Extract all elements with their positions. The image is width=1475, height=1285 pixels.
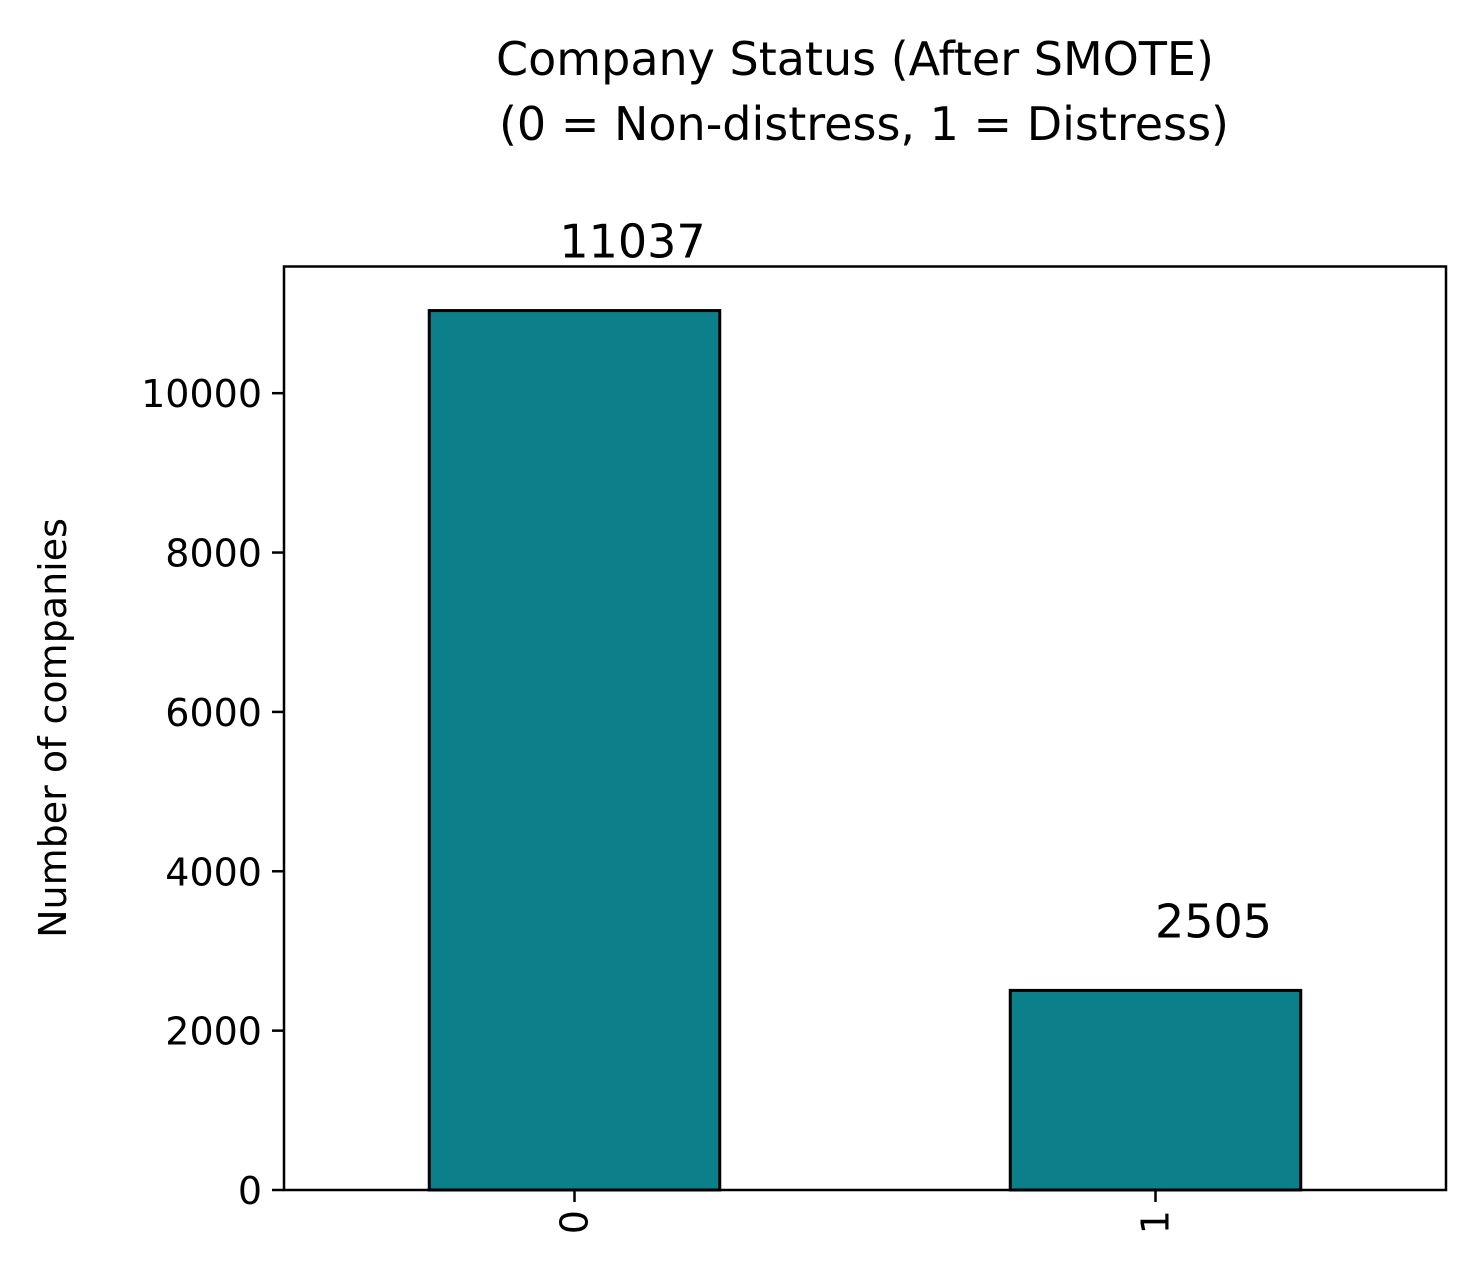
- bar-0: [427, 309, 722, 1192]
- bars-layer: [427, 309, 1303, 1192]
- plot-frame: [282, 265, 1448, 1192]
- y-tick-label-2000: 2000: [165, 1010, 262, 1054]
- x-tick-label-1: 1: [1134, 1210, 1178, 1234]
- y-tick-label-8000: 8000: [165, 532, 262, 576]
- data-label-1: 2505: [1155, 894, 1272, 948]
- y-tick-label-6000: 6000: [165, 691, 262, 735]
- x-tick-label-0: 0: [553, 1210, 597, 1234]
- data-label-0: 11037: [559, 215, 705, 269]
- y-tick-label-0: 0: [238, 1169, 262, 1213]
- bar-1: [1008, 988, 1303, 1192]
- y-tick-label-4000: 4000: [165, 850, 262, 894]
- y-axis-label: Number of companies: [31, 518, 75, 938]
- y-tick-label-10000: 10000: [141, 372, 262, 416]
- y-axis-ticks: 0 2000 4000 6000 8000 10000: [141, 372, 284, 1213]
- chart-title-line-2: (0 = Non-distress, 1 = Distress): [499, 97, 1229, 151]
- data-labels-layer: 11037 2505: [559, 215, 1272, 949]
- chart-title-line-1: Company Status (After SMOTE): [496, 32, 1214, 86]
